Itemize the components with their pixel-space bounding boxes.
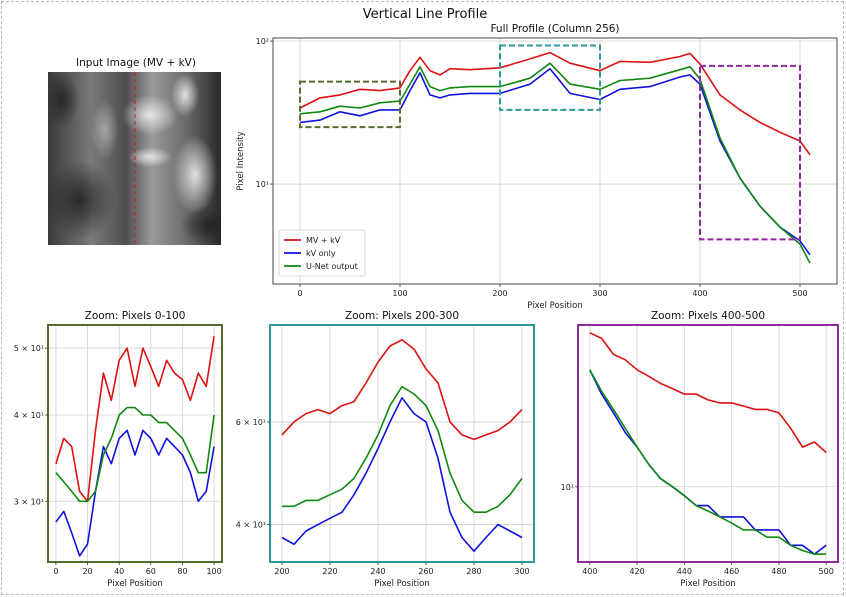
series-line-kv xyxy=(299,67,811,256)
axes-frame xyxy=(47,324,223,563)
x-tick-label: 100 xyxy=(392,289,407,298)
x-tick-label: 0 xyxy=(53,567,58,576)
y-tick-label: 10¹ xyxy=(256,180,269,189)
y-tick-label: 10² xyxy=(256,37,269,46)
series-line-mv_kv xyxy=(55,336,215,503)
x-tick-label: 460 xyxy=(724,567,739,576)
series-line-kv xyxy=(281,397,523,552)
full-profile-plot: 0 100 200 300 400 500 10² 10¹ Full Profile (Colu… xyxy=(236,23,838,311)
x-tick-label: 420 xyxy=(629,567,644,576)
x-tick-label: 300 xyxy=(592,289,607,298)
input-image-title: Input Image (MV + kV) xyxy=(76,57,196,69)
series-line-unet xyxy=(299,62,811,264)
series-line-kv xyxy=(55,429,215,557)
y-tick-label: 6 × 10¹ xyxy=(236,418,266,427)
legend-entry: kV only xyxy=(306,249,336,258)
x-tick-label: 500 xyxy=(792,289,807,298)
x-tick-label: 300 xyxy=(514,567,529,576)
zoom-400-500-plot: 400 420 440 460 480 500 10¹ Zoom: Pixels 400-50… xyxy=(561,310,839,589)
x-axis-label: Pixel Position xyxy=(527,301,582,311)
plot-title: Zoom: Pixels 400-500 xyxy=(651,310,765,322)
x-tick-label: 80 xyxy=(177,567,187,576)
x-tick-label: 20 xyxy=(82,567,92,576)
axes-frame xyxy=(577,324,839,563)
series-line-unet xyxy=(589,369,827,555)
zoom-200-300-plot: 200 220 240 260 280 300 6 × 10¹ 4 × 10¹ Zoom: Pi… xyxy=(236,310,535,589)
series-line-unet xyxy=(282,385,523,513)
series-line-mv_kv xyxy=(281,339,523,441)
zoom-region-box xyxy=(699,64,801,241)
zoom-region-box xyxy=(499,44,601,111)
plot-title: Full Profile (Column 256) xyxy=(490,23,619,35)
x-axis-label: Pixel Position xyxy=(680,579,735,589)
x-tick-label: 440 xyxy=(677,567,692,576)
axes-frame xyxy=(269,324,535,563)
axes-frame xyxy=(272,37,838,285)
x-axis-label: Pixel Position xyxy=(107,579,162,589)
x-tick-label: 200 xyxy=(274,567,289,576)
plot-title: Zoom: Pixels 0-100 xyxy=(85,310,186,322)
input-image-panel: Input Image (MV + kV) xyxy=(48,57,221,245)
legend-box xyxy=(278,229,366,277)
x-tick-label: 280 xyxy=(466,567,481,576)
x-tick-label: 400 xyxy=(582,567,597,576)
series-line-mv_kv xyxy=(589,332,827,454)
x-tick-label: 400 xyxy=(692,289,707,298)
y-tick-label: 4 × 10¹ xyxy=(14,411,44,420)
legend-entry: MV + kV xyxy=(306,236,341,245)
y-tick-label: 3 × 10¹ xyxy=(14,497,44,506)
series-line-kv xyxy=(589,369,827,555)
x-tick-label: 200 xyxy=(492,289,507,298)
x-tick-label: 240 xyxy=(370,567,385,576)
x-tick-label: 0 xyxy=(297,289,302,298)
x-tick-label: 100 xyxy=(206,567,221,576)
input-image xyxy=(48,72,221,245)
y-tick-label: 5 × 10¹ xyxy=(14,344,44,353)
x-tick-label: 480 xyxy=(771,567,786,576)
legend-entry: U-Net output xyxy=(306,262,358,271)
x-tick-label: 260 xyxy=(418,567,433,576)
x-tick-label: 220 xyxy=(322,567,337,576)
zoom-0-100-plot: 0 20 40 60 80 100 5 × 10¹ 4 × 10¹ 3 × 10¹ Zoom: P… xyxy=(14,310,223,589)
series-line-unet xyxy=(55,406,215,503)
y-axis-label: Pixel Intensity xyxy=(236,131,246,190)
plot-title: Zoom: Pixels 200-300 xyxy=(345,310,459,322)
y-tick-label: 10¹ xyxy=(561,483,574,492)
figure-title: Vertical Line Profile xyxy=(363,7,487,22)
series-line-mv_kv xyxy=(299,51,811,156)
x-tick-label: 500 xyxy=(819,567,834,576)
y-tick-label: 4 × 10¹ xyxy=(236,521,266,530)
zoom-region-box xyxy=(299,80,401,129)
x-tick-label: 40 xyxy=(114,567,124,576)
x-tick-label: 60 xyxy=(146,567,156,576)
x-axis-label: Pixel Position xyxy=(374,579,429,589)
